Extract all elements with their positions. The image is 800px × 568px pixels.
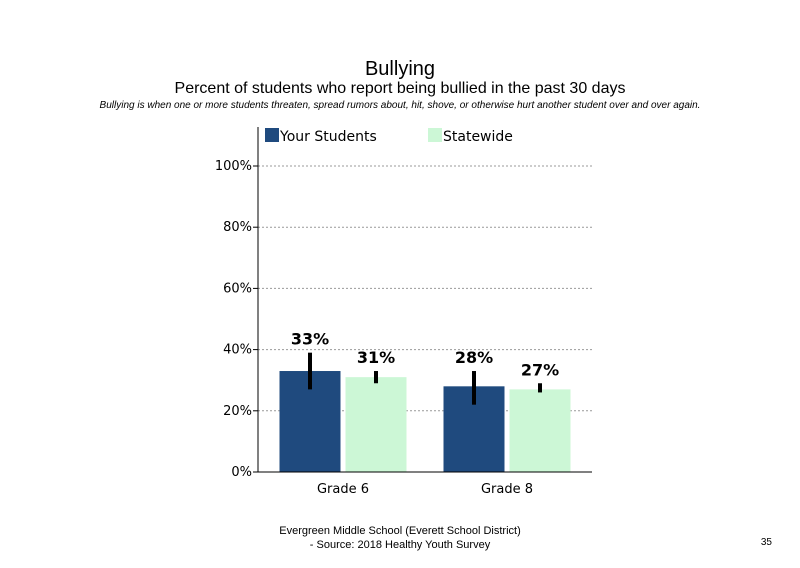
legend-swatch [428,128,442,142]
chart-title: Bullying [364,58,436,80]
y-tick-label: 60% [223,281,252,296]
chart-subtitle: Percent of students who report being bul… [174,80,626,97]
bar [509,389,571,472]
page-number: 35 [760,537,772,548]
y-tick-label: 20% [223,404,252,419]
y-tick-label: 40% [223,343,252,358]
data-label: 28% [455,348,493,367]
y-tick-label: 100% [215,159,252,174]
footer-source: - Source: 2018 Healthy Youth Survey [309,539,491,551]
y-tick-label: 0% [231,465,252,480]
bar [345,377,407,472]
legend-swatch [265,128,279,142]
x-category-label: Grade 6 [317,482,369,497]
y-tick-label: 80% [223,220,252,235]
legend-label: Your Students [279,129,377,145]
bar-chart: 0% 20% 40% 60% 80% 100% 33% 31% Grade 6 28% 27% Gra… [215,127,592,497]
data-label: 31% [357,348,395,367]
x-category-label: Grade 8 [481,482,533,497]
legend-label: Statewide [443,129,513,145]
definition-note: Bullying is when one or more students th… [99,100,701,111]
data-label: 33% [291,330,329,349]
footer-school: Evergreen Middle School (Everett School … [279,525,521,537]
data-label: 27% [521,360,559,379]
